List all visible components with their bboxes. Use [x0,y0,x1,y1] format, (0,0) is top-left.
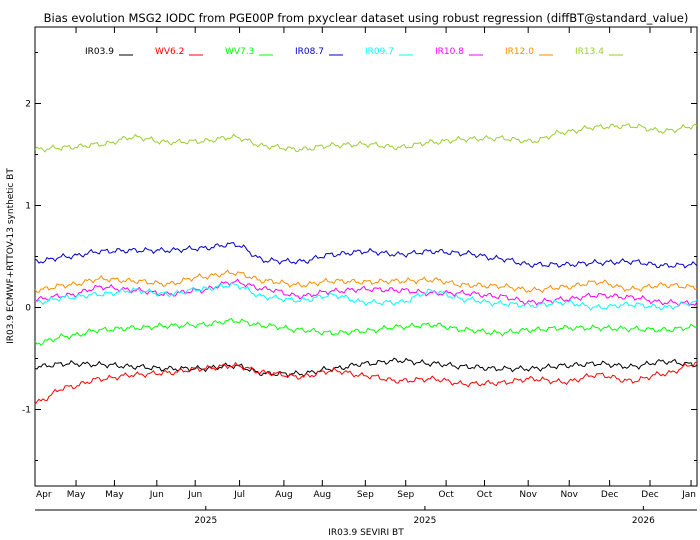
x-tick-label-jul: Jul [233,490,245,500]
x-tick-label-jun: Jun [187,490,202,500]
legend-label: IR09.7 [365,47,394,57]
legend-label: IR08.7 [295,47,324,57]
legend-label: IR13.4 [575,47,604,57]
legend-label: WV7.3 [225,47,254,57]
y-axis-label: IR03.9 ECMWF+RTTOV-13 synthetic BT [6,168,16,344]
x-tick-label-dec: Dec [641,490,658,500]
x-tick-label-nov: Nov [560,490,578,500]
series-layer [34,123,698,405]
series-line-ir13-4 [34,123,698,153]
x-axis-label: IR03.9 SEVIRI BT [328,528,404,538]
y-tick-label: 1 [25,202,31,212]
y-tick-label: -1 [22,406,31,416]
ticks-layer: -1 0 1 2 Apr May May Jun Jun Jul Aug Aug Sep Sep Oct Oc… [22,27,697,526]
series-line-ir10-8 [34,278,698,307]
x-tick-label-nov: Nov [519,490,537,500]
series-line-wv7-3 [34,318,698,346]
x-tick-label-may: May [105,490,124,500]
year-tick-label: 2025 [413,516,436,526]
year-tick-label: 2026 [632,516,655,526]
legend-label: IR12.0 [505,47,534,57]
legend-label: IR10.8 [435,47,464,57]
x-tick-label-aug: Aug [314,490,332,500]
plot-frame [34,26,698,487]
x-tick-label-aug: Aug [275,490,293,500]
legend-item-ir13-4: IR13.4 [575,47,623,57]
x-tick-label-may: May [67,490,86,500]
chart-title: Bias evolution MSG2 IODC from PGE00P fro… [44,11,689,25]
series-line-ir03-9 [34,357,698,378]
x-tick-label-jun: Jun [149,490,164,500]
x-tick-label-sep: Sep [397,490,414,500]
legend-item-ir03-9: IR03.9 [85,47,133,57]
x-tick-label-dec: Dec [601,490,618,500]
x-tick-label-oct: Oct [438,490,454,500]
series-line-ir09-7 [34,281,698,311]
series-line-ir12-0 [34,269,698,294]
x-tick-label-oct: Oct [477,490,493,500]
legend-item-ir08-7: IR08.7 [295,47,343,57]
year-tick-label: 2025 [194,516,217,526]
legend-label: IR03.9 [85,47,114,57]
legend-item-wv7-3: WV7.3 [225,47,273,57]
x-tick-label-apr: Apr [36,490,52,500]
y-tick-label: 2 [25,100,31,110]
x-tick-label-sep: Sep [357,490,374,500]
legend-label: WV6.2 [155,47,184,57]
legend: IR03.9 WV6.2 WV7.3 IR08.7 IR09.7 IR10.8 IR12.0… [85,47,623,57]
x-tick-label-jan: Jan [681,490,696,500]
legend-item-ir09-7: IR09.7 [365,47,413,57]
legend-item-ir10-8: IR10.8 [435,47,483,57]
series-line-wv6-2 [34,361,698,405]
series-line-ir08-7 [34,242,698,269]
y-tick-label: 0 [25,304,31,314]
legend-item-wv6-2: WV6.2 [155,47,203,57]
legend-item-ir12-0: IR12.0 [505,47,553,57]
